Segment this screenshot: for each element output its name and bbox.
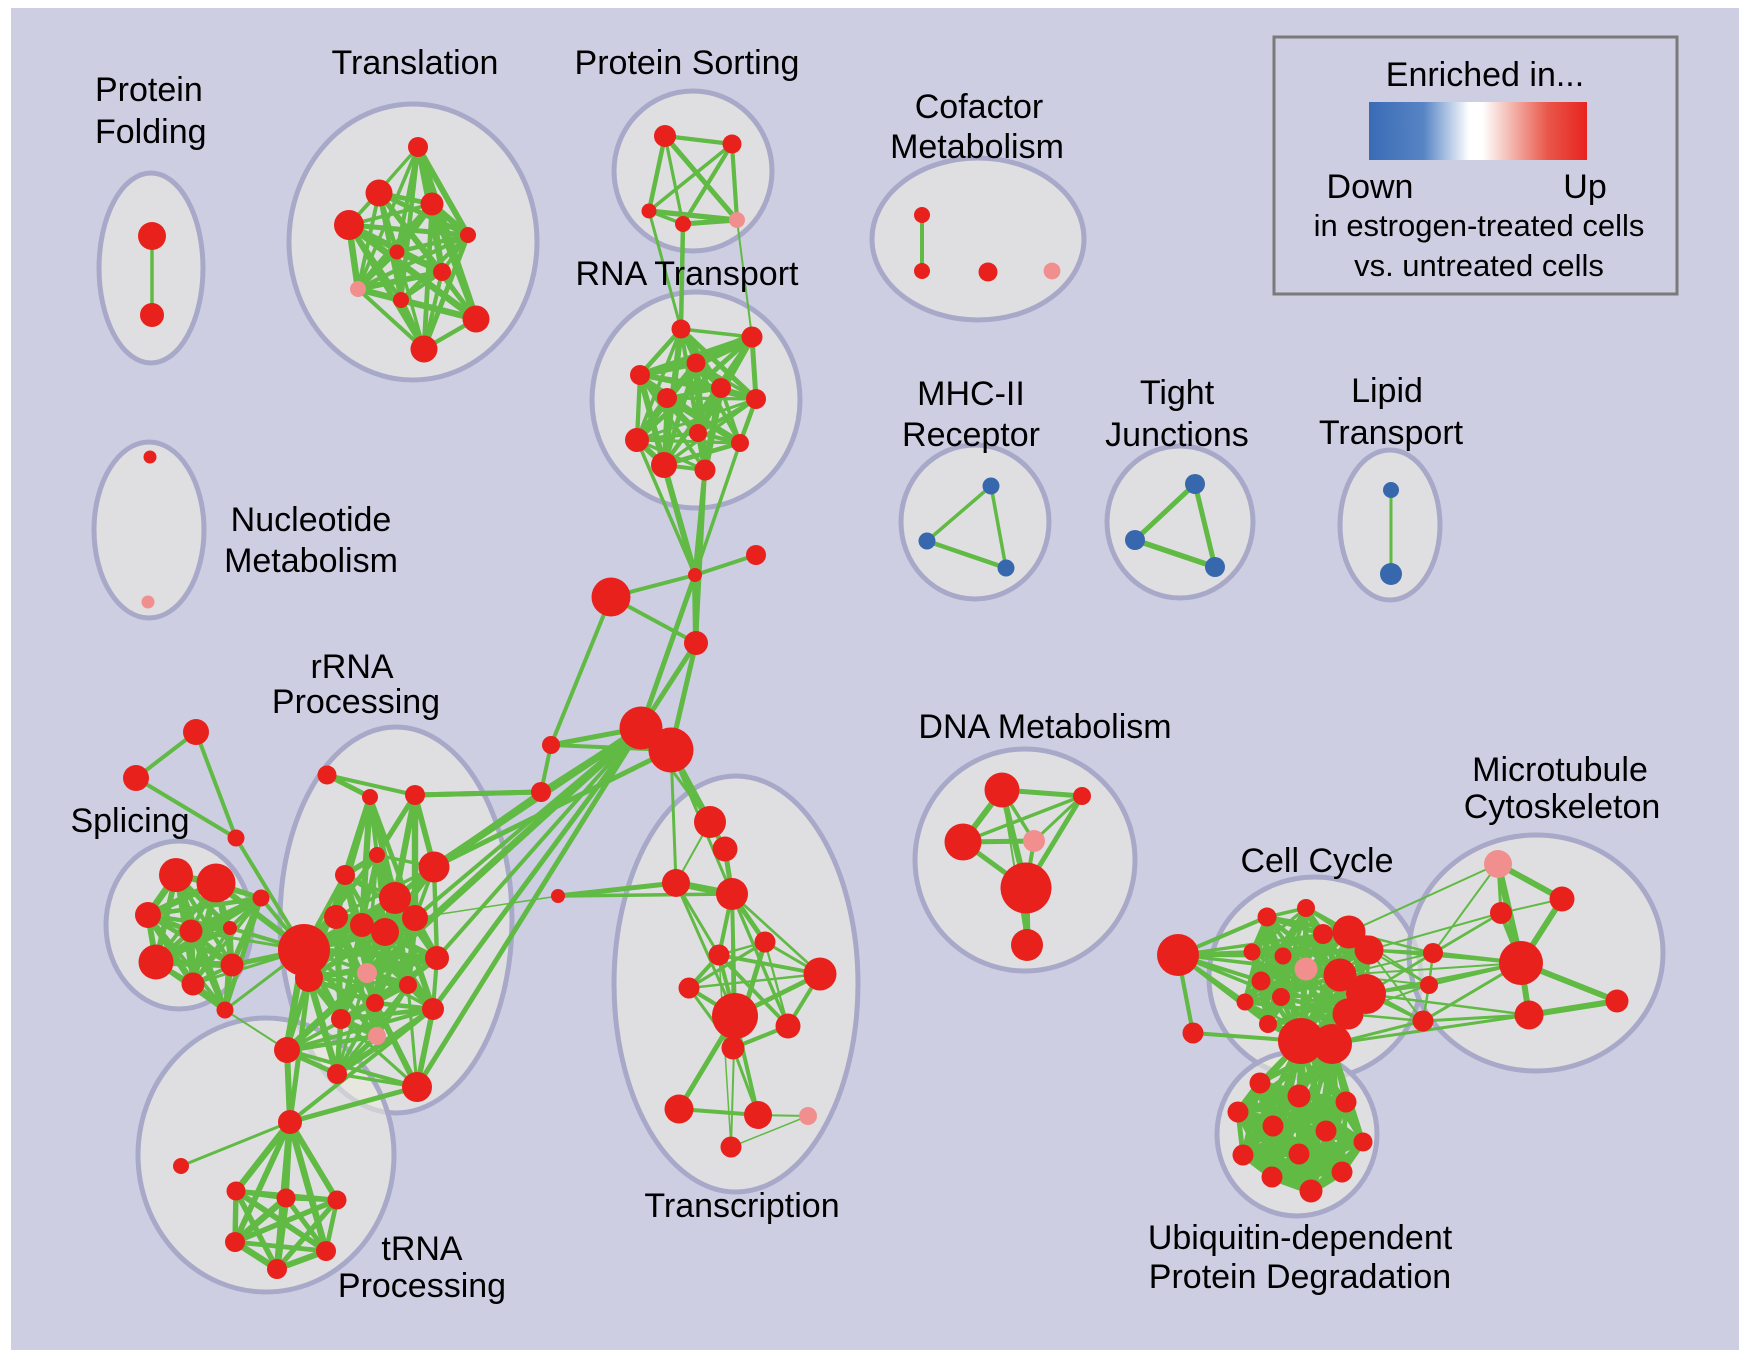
- svg-text:Translation: Translation: [332, 44, 499, 82]
- svg-text:in estrogen-treated cells: in estrogen-treated cells: [1314, 208, 1645, 243]
- svg-text:Enriched in...: Enriched in...: [1386, 56, 1584, 94]
- svg-text:Ubiquitin-dependent: Ubiquitin-dependent: [1148, 1219, 1453, 1257]
- svg-text:Splicing: Splicing: [70, 802, 189, 840]
- svg-text:Microtubule: Microtubule: [1472, 751, 1648, 789]
- svg-text:Up: Up: [1563, 168, 1606, 206]
- svg-text:Protein Sorting: Protein Sorting: [575, 44, 800, 82]
- svg-text:vs. untreated cells: vs. untreated cells: [1354, 248, 1604, 283]
- svg-text:Lipid: Lipid: [1351, 372, 1423, 410]
- svg-text:Protein: Protein: [95, 71, 203, 109]
- svg-text:Processing: Processing: [338, 1267, 506, 1305]
- svg-text:tRNA: tRNA: [381, 1230, 463, 1268]
- svg-text:Junctions: Junctions: [1105, 416, 1249, 454]
- svg-text:Folding: Folding: [95, 113, 207, 151]
- svg-text:Metabolism: Metabolism: [224, 542, 398, 580]
- svg-text:Tight: Tight: [1140, 374, 1215, 412]
- svg-text:RNA Transport: RNA Transport: [576, 255, 800, 293]
- svg-text:Metabolism: Metabolism: [890, 128, 1064, 166]
- svg-text:DNA Metabolism: DNA Metabolism: [918, 708, 1171, 746]
- svg-text:MHC-II: MHC-II: [917, 375, 1025, 413]
- svg-text:rRNA: rRNA: [310, 648, 393, 686]
- svg-text:Nucleotide: Nucleotide: [231, 501, 392, 539]
- svg-text:Cell Cycle: Cell Cycle: [1240, 842, 1393, 880]
- svg-text:Down: Down: [1327, 168, 1414, 206]
- svg-text:Transport: Transport: [1319, 414, 1464, 452]
- svg-text:Protein Degradation: Protein Degradation: [1149, 1258, 1451, 1296]
- svg-text:Cofactor: Cofactor: [915, 88, 1044, 126]
- svg-text:Processing: Processing: [272, 683, 440, 721]
- svg-text:Transcription: Transcription: [644, 1187, 839, 1225]
- svg-text:Cytoskeleton: Cytoskeleton: [1464, 788, 1661, 826]
- svg-text:Receptor: Receptor: [902, 416, 1040, 454]
